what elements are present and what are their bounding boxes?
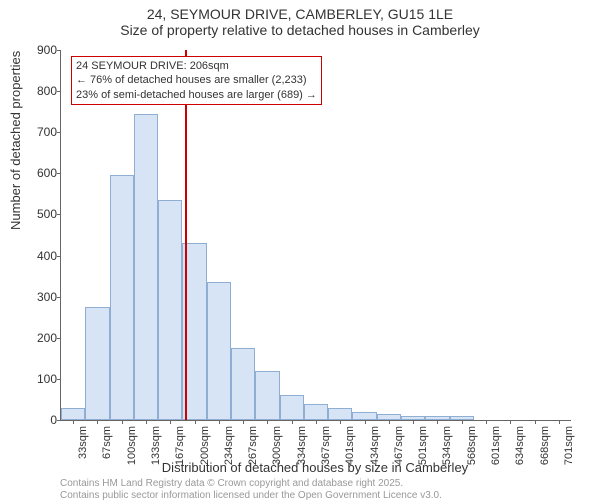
- annotation-box: 24 SEYMOUR DRIVE: 206sqm← 76% of detache…: [71, 56, 322, 105]
- x-tick-mark: [316, 420, 317, 424]
- y-tick-mark: [57, 379, 61, 380]
- x-tick-mark: [122, 420, 123, 424]
- x-tick-mark: [146, 420, 147, 424]
- annotation-line1: 24 SEYMOUR DRIVE: 206sqm: [76, 59, 317, 73]
- histogram-bar: [304, 404, 328, 420]
- x-tick-mark: [462, 420, 463, 424]
- x-tick-mark: [413, 420, 414, 424]
- attribution-line1: Contains HM Land Registry data © Crown c…: [60, 478, 442, 490]
- x-tick-mark: [195, 420, 196, 424]
- x-axis-label: Distribution of detached houses by size …: [60, 460, 570, 475]
- y-tick-mark: [57, 338, 61, 339]
- y-tick-mark: [57, 214, 61, 215]
- plot-area: 010020030040050060070080090033sqm67sqm10…: [60, 50, 571, 421]
- histogram-bar: [231, 348, 255, 420]
- histogram-bar: [110, 175, 134, 420]
- attribution: Contains HM Land Registry data © Crown c…: [60, 478, 442, 502]
- y-tick-mark: [57, 297, 61, 298]
- y-tick-mark: [57, 420, 61, 421]
- histogram-bar: [280, 395, 304, 420]
- histogram-bar: [61, 408, 85, 420]
- x-tick-mark: [340, 420, 341, 424]
- histogram-bar: [207, 282, 231, 420]
- marker-line: [185, 50, 187, 420]
- x-tick-mark: [510, 420, 511, 424]
- y-tick-mark: [57, 132, 61, 133]
- y-tick-mark: [57, 91, 61, 92]
- y-tick-mark: [57, 256, 61, 257]
- histogram-bar: [85, 307, 109, 420]
- x-tick-mark: [389, 420, 390, 424]
- x-tick-mark: [559, 420, 560, 424]
- chart-title-sub: Size of property relative to detached ho…: [0, 22, 600, 38]
- x-tick-mark: [292, 420, 293, 424]
- histogram-bar: [158, 200, 182, 420]
- histogram-bar: [134, 114, 158, 420]
- x-tick-mark: [267, 420, 268, 424]
- y-tick-mark: [57, 173, 61, 174]
- x-tick-mark: [170, 420, 171, 424]
- x-tick-mark: [97, 420, 98, 424]
- histogram-bar: [352, 412, 376, 420]
- attribution-line2: Contains public sector information licen…: [60, 490, 442, 502]
- x-tick-mark: [73, 420, 74, 424]
- x-tick-mark: [243, 420, 244, 424]
- x-tick-mark: [486, 420, 487, 424]
- annotation-line2: ← 76% of detached houses are smaller (2,…: [76, 73, 317, 87]
- x-tick: 33sqm: [77, 426, 89, 459]
- x-tick-mark: [535, 420, 536, 424]
- histogram-bar: [328, 408, 352, 420]
- chart-container: 24, SEYMOUR DRIVE, CAMBERLEY, GU15 1LE S…: [0, 0, 600, 500]
- histogram-bar: [255, 371, 279, 420]
- y-tick-mark: [57, 50, 61, 51]
- x-tick: 67sqm: [101, 426, 113, 459]
- x-tick-mark: [437, 420, 438, 424]
- x-tick-mark: [365, 420, 366, 424]
- annotation-line3: 23% of semi-detached houses are larger (…: [76, 88, 317, 102]
- y-axis-label: Number of detached properties: [8, 51, 23, 230]
- x-tick-mark: [219, 420, 220, 424]
- chart-title-main: 24, SEYMOUR DRIVE, CAMBERLEY, GU15 1LE: [0, 0, 600, 22]
